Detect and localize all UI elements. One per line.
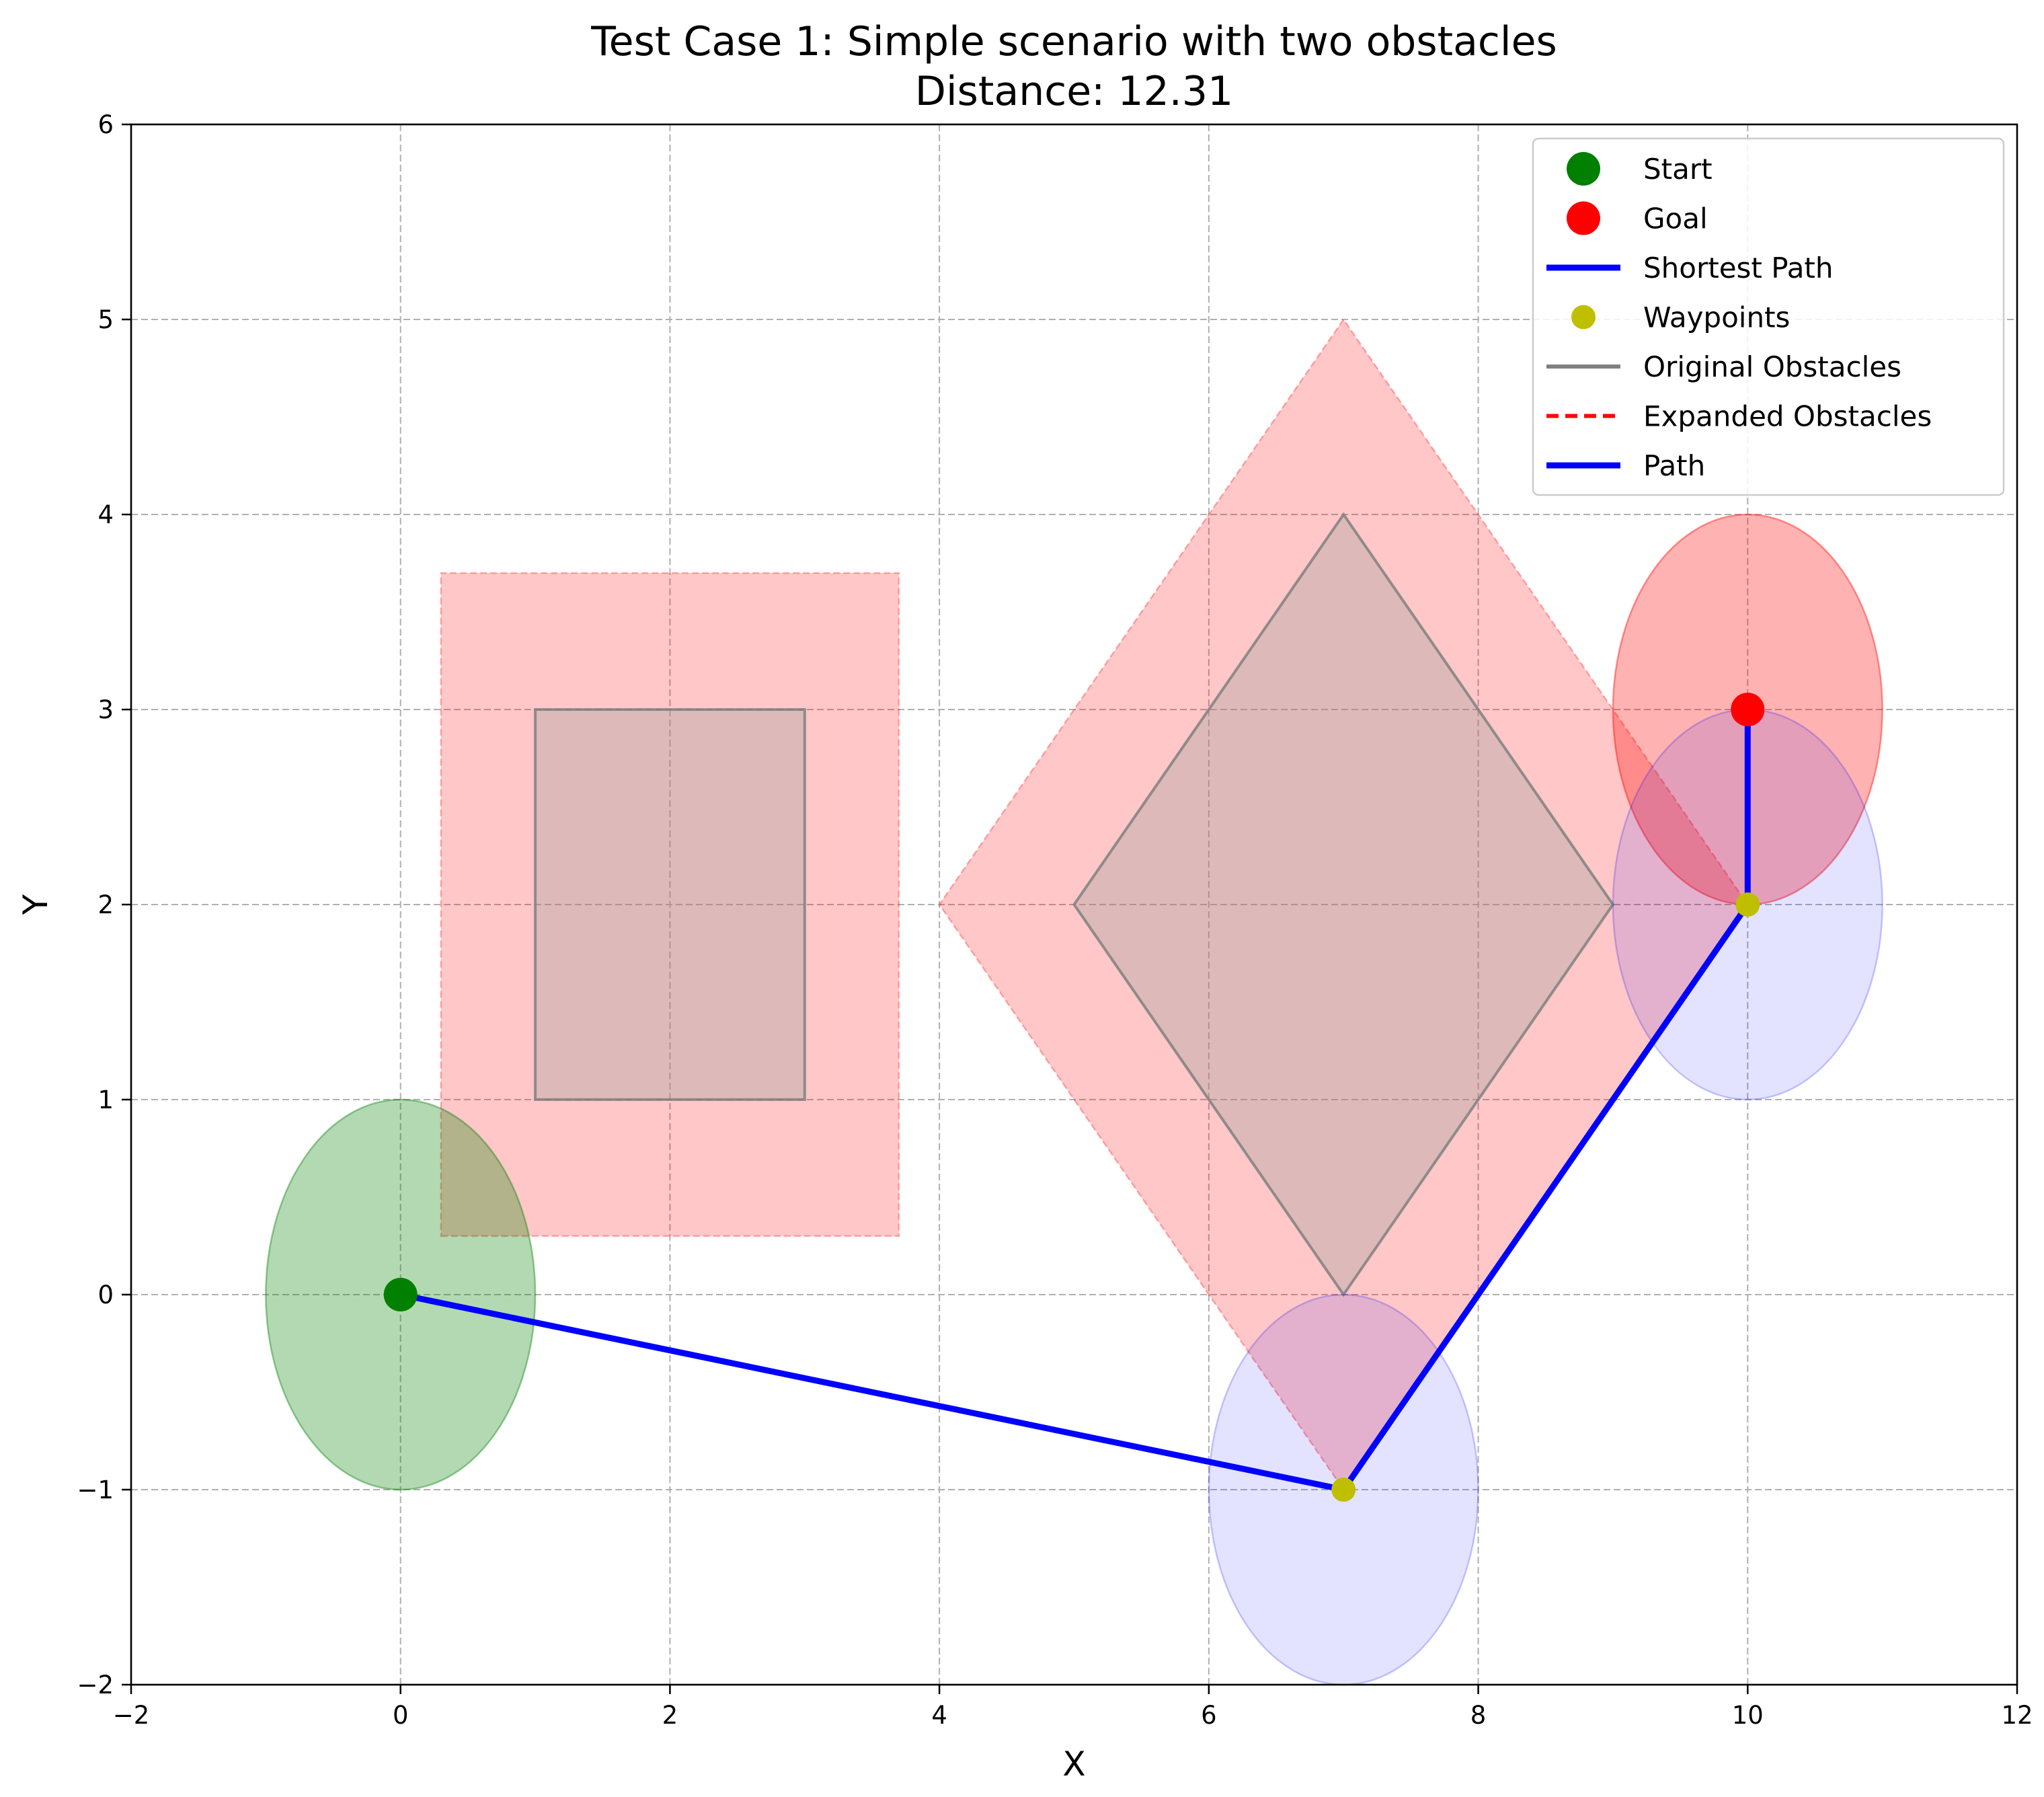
x-tick-label: 0 xyxy=(393,1701,409,1730)
legend-label: Goal xyxy=(1643,202,1708,235)
waypoint-marker xyxy=(1331,1478,1356,1502)
y-tick-label: −1 xyxy=(77,1476,114,1504)
chart-subtitle: Distance: 12.31 xyxy=(915,68,1233,115)
y-axis-label: Y xyxy=(16,894,55,915)
x-tick-label: 10 xyxy=(1732,1701,1764,1730)
path-line xyxy=(399,710,1751,1494)
chart-title: Test Case 1: Simple scenario with two ob… xyxy=(590,18,1557,65)
legend-marker xyxy=(1567,201,1600,235)
x-tick-label: 6 xyxy=(1201,1701,1217,1730)
markers xyxy=(383,693,1765,1502)
legend-marker xyxy=(1567,152,1600,186)
x-tick-label: 12 xyxy=(2001,1701,2033,1730)
legend-label: Shortest Path xyxy=(1643,252,1834,284)
legend-label: Start xyxy=(1643,153,1713,186)
x-tick-label: 4 xyxy=(931,1701,947,1730)
legend-label: Original Obstacles xyxy=(1643,350,1901,383)
expanded-obstacle-diamond xyxy=(938,317,1749,1492)
y-tick-label: 2 xyxy=(97,890,114,919)
x-tick-label: −2 xyxy=(113,1701,150,1730)
x-tick-label: 2 xyxy=(662,1701,678,1730)
y-tick-label: 5 xyxy=(97,305,114,334)
y-tick-label: 1 xyxy=(97,1085,114,1114)
original-obstacle-rectangle xyxy=(534,708,806,1101)
y-tick-label: 0 xyxy=(97,1280,114,1309)
x-axis-label: X xyxy=(1062,1745,1085,1784)
y-tick-label: 4 xyxy=(97,500,114,529)
legend: Start Goal Shortest Path Waypoints Original … xyxy=(1532,137,2005,496)
y-tick-label: 3 xyxy=(97,695,114,724)
legend-label: Waypoints xyxy=(1643,301,1790,334)
expanded-obstacles xyxy=(440,317,1749,1492)
start-marker xyxy=(383,1278,418,1311)
y-tick-label: 6 xyxy=(97,110,114,139)
legend-marker xyxy=(1571,305,1596,330)
expanded-obstacle-rectangle xyxy=(440,572,900,1237)
original-obstacles xyxy=(534,512,1615,1297)
y-tick-label: −2 xyxy=(77,1671,114,1699)
waypoint-marker xyxy=(1735,892,1760,917)
legend-box xyxy=(1532,137,2005,496)
original-obstacle-diamond xyxy=(1072,512,1615,1297)
shortest-path xyxy=(399,710,1751,1494)
legend-label: Path xyxy=(1643,449,1705,482)
goal-marker xyxy=(1731,693,1765,726)
legend-label: Expanded Obstacles xyxy=(1643,400,1932,433)
x-tick-label: 8 xyxy=(1470,1701,1487,1730)
